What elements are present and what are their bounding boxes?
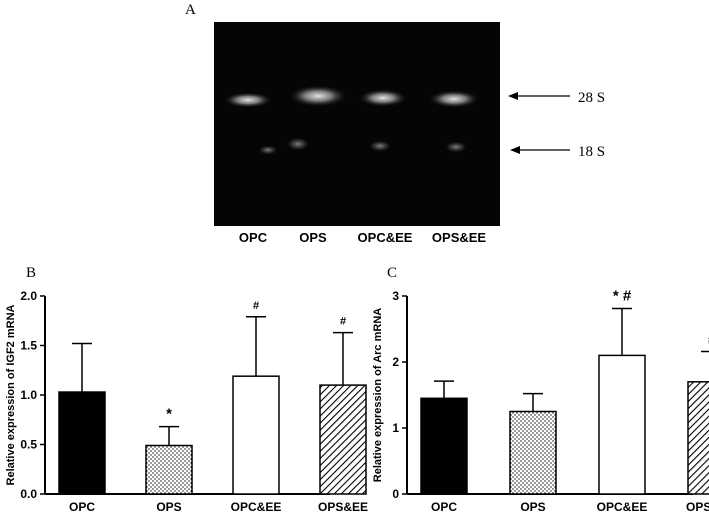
band-18s-opsee (444, 141, 468, 153)
y-tick-label: 0.0 (20, 487, 37, 501)
lane-label: OPS (299, 230, 327, 245)
band-18s-opcee (368, 140, 392, 152)
y-tick-label: 0 (392, 487, 399, 501)
y-tick-label: 1.5 (20, 339, 37, 353)
gel-image (214, 22, 500, 226)
band-label-18s: 18 S (578, 144, 605, 160)
band-18s-ops (286, 137, 310, 151)
y-tick-label: 2 (392, 355, 399, 369)
panel-c-letter: C (387, 265, 397, 281)
bar (598, 354, 646, 495)
y-tick-label: 3 (392, 289, 399, 303)
bar (509, 410, 557, 495)
x-tick-label: OPC (69, 500, 95, 514)
x-tick-label: OPS (156, 500, 181, 514)
band-markers: 28 S 18 S (508, 90, 605, 160)
y-axis-label: Relative expression of IGF2 mRNA (5, 304, 17, 485)
bar (687, 381, 709, 495)
band-18s-opc (258, 145, 278, 155)
x-tick-label: OPS (520, 500, 545, 514)
band-28s-opcee (358, 89, 408, 107)
bar (232, 375, 280, 495)
x-tick-label: OPC (431, 500, 457, 514)
significance-label: # (253, 300, 259, 312)
lane-label: OPC (239, 230, 268, 245)
x-tick-label: OPS&EE (318, 500, 368, 514)
x-tick-label: OPS&EE (686, 500, 709, 514)
y-tick-label: 1 (392, 421, 399, 435)
lane-label: OPS&EE (432, 230, 487, 245)
panel-c-chart: C 0 1 2 3 Relative expression of Arc mRNA OPC… (372, 265, 709, 514)
y-tick-label: 1.0 (20, 388, 37, 402)
bar (319, 384, 367, 495)
bar (420, 397, 468, 495)
lane-label: OPC&EE (358, 230, 413, 245)
significance-label: # (708, 334, 709, 346)
bar (58, 391, 106, 495)
band-28s-opsee (428, 90, 480, 108)
band-label-28s: 28 S (578, 90, 605, 106)
y-tick-label: 2.0 (20, 289, 37, 303)
bar (145, 444, 193, 495)
band-28s-opc (223, 92, 273, 108)
x-tick-label: OPC&EE (597, 500, 648, 514)
gel-bands (223, 85, 480, 155)
band-28s-ops (288, 85, 348, 107)
significance-label: * (166, 406, 172, 423)
panel-a-letter: A (185, 2, 196, 18)
significance-label: * # (613, 288, 632, 305)
y-tick-label: 0.5 (20, 438, 37, 452)
arrow-28s-head (508, 92, 518, 100)
y-axis-label: Relative expression of Arc mRNA (372, 308, 384, 482)
panel-b-letter: B (26, 265, 36, 281)
lane-labels: OPC OPS OPC&EE OPS&EE (239, 230, 487, 245)
panel-a: A OPC OPS OPC&EE OPS&EE 28 S 18 S (185, 2, 605, 245)
arrow-18s-head (510, 146, 520, 154)
x-tick-label: OPC&EE (231, 500, 282, 514)
significance-label: # (340, 316, 346, 328)
